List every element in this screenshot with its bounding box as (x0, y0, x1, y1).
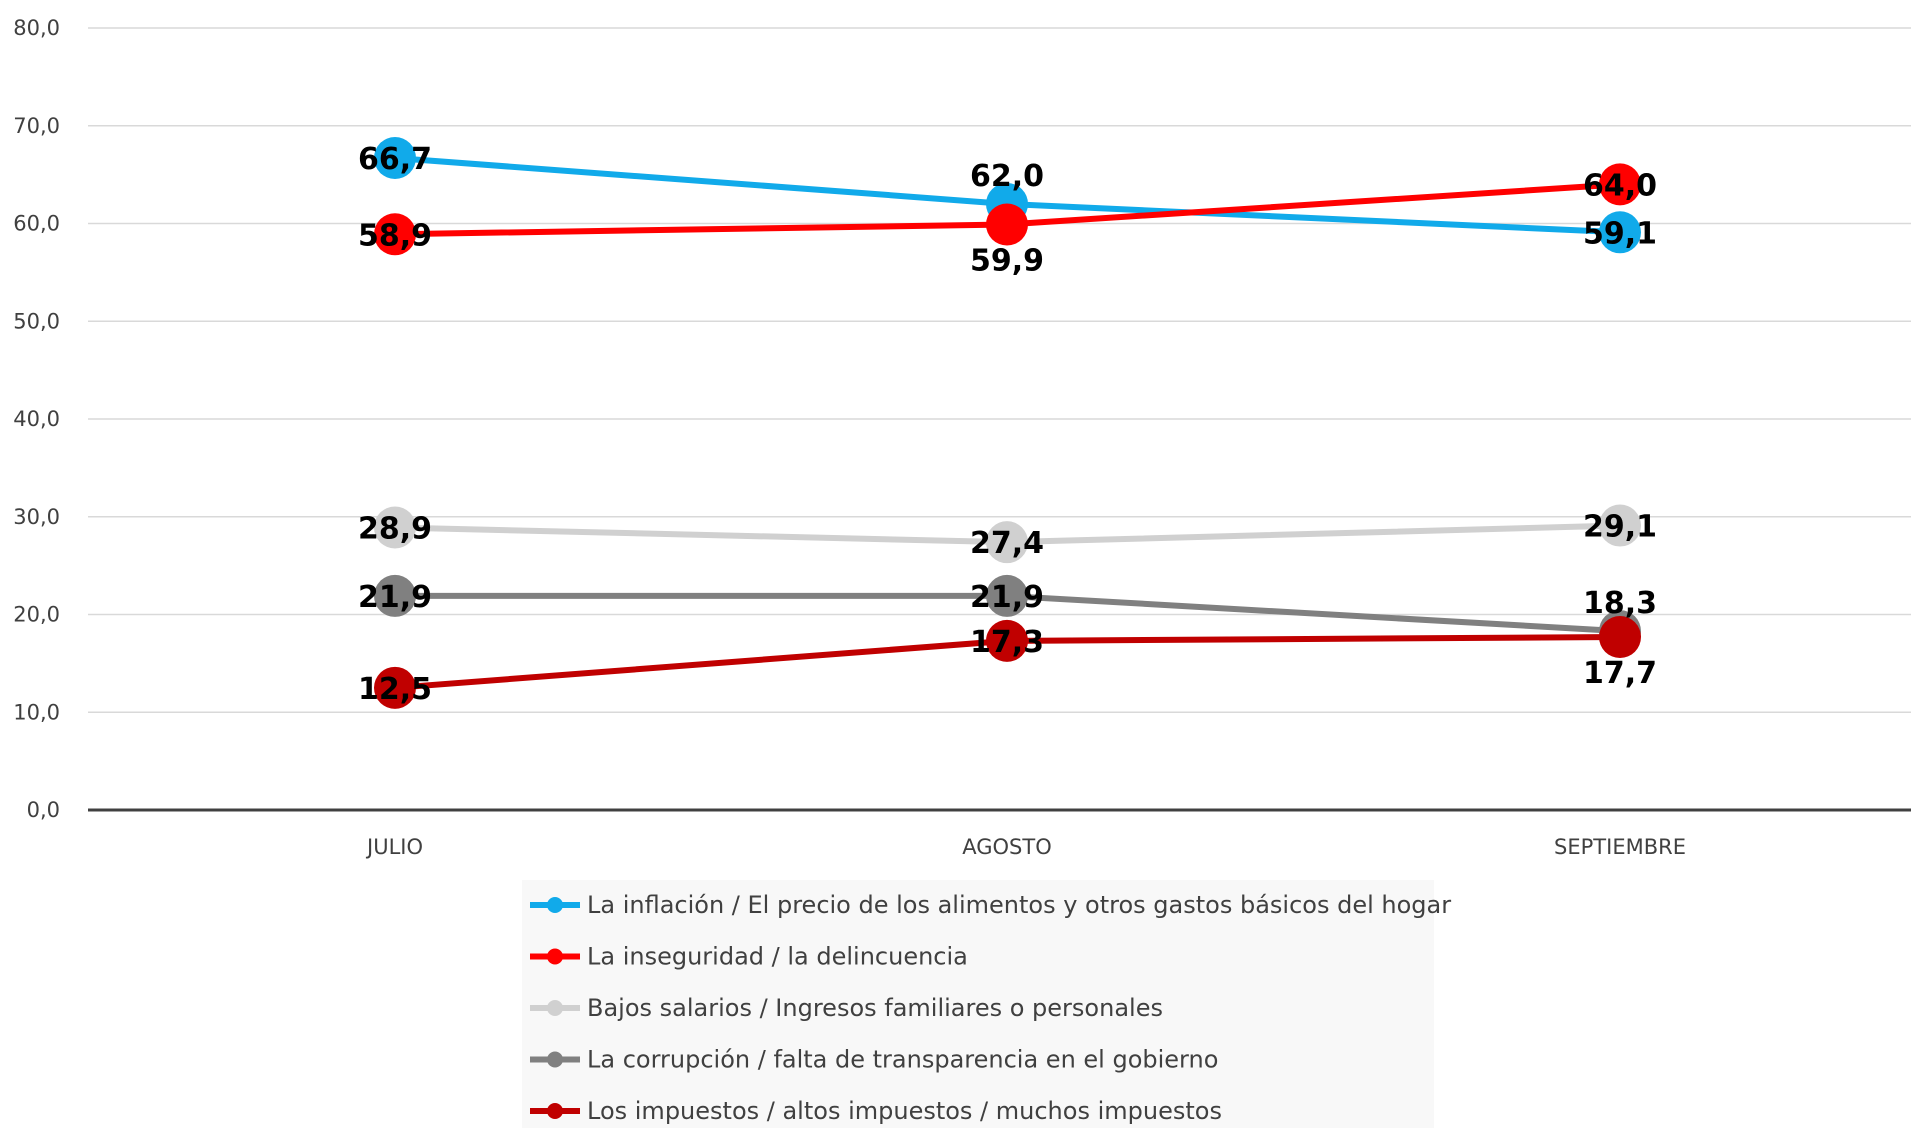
data-point (1599, 504, 1641, 547)
legend-marker (547, 948, 563, 965)
data-point (1599, 615, 1641, 658)
legend-label: Bajos salarios / Ingresos familiares o p… (587, 994, 1163, 1022)
x-axis: JULIO AGOSTO SEPTIEMBRE (88, 808, 1911, 859)
legend-label: La inseguridad / la delincuencia (587, 943, 968, 971)
data-label: 12,5 (358, 672, 432, 707)
legend-box (522, 880, 1434, 1128)
data-point (986, 574, 1028, 617)
y-tick-label: 20,0 (13, 603, 60, 627)
data-label: 17,3 (970, 625, 1044, 660)
y-tick-label: 40,0 (13, 407, 60, 431)
data-point (1599, 211, 1641, 254)
data-labels: 66,7 62,0 59,1 58,9 59,9 64,0 28,9 27,4 29,1 21,9… (358, 142, 1657, 707)
legend-marker (547, 1103, 563, 1119)
data-label: 58,9 (358, 218, 432, 253)
data-label: 21,9 (358, 580, 432, 615)
data-label: 21,9 (970, 580, 1044, 615)
x-tick-label: JULIO (365, 835, 423, 859)
y-tick-label: 0,0 (27, 798, 60, 822)
data-point (374, 213, 416, 256)
legend-label: La corrupción / falta de transparencia e… (587, 1046, 1218, 1074)
data-point (374, 137, 416, 180)
data-point (374, 574, 416, 617)
data-point (986, 521, 1028, 564)
legend: La inflación / El precio de los alimento… (522, 880, 1451, 1128)
legend-marker (547, 897, 563, 913)
data-label: 59,9 (970, 243, 1044, 278)
legend-marker (547, 1000, 563, 1016)
data-label: 17,7 (1583, 656, 1657, 691)
y-tick-label: 70,0 (13, 114, 60, 138)
data-label: 28,9 (358, 512, 432, 547)
y-tick-label: 10,0 (13, 700, 60, 724)
legend-marker (547, 1051, 563, 1068)
data-label: 29,1 (1583, 510, 1657, 545)
y-tick-label: 60,0 (13, 212, 60, 236)
data-label: 62,0 (970, 159, 1044, 194)
data-label: 66,7 (358, 142, 432, 177)
data-point (1599, 163, 1641, 206)
x-tick-label: AGOSTO (962, 835, 1052, 859)
legend-label: La inflación / El precio de los alimento… (587, 891, 1451, 919)
data-label: 27,4 (970, 526, 1044, 561)
y-tick-label: 80,0 (13, 16, 60, 40)
data-point (374, 506, 416, 549)
legend-label: Los impuestos / altos impuestos / muchos… (587, 1097, 1222, 1125)
data-label: 64,0 (1583, 168, 1657, 203)
y-tick-label: 30,0 (13, 505, 60, 529)
y-tick-label: 50,0 (13, 309, 60, 333)
data-point (374, 666, 416, 709)
data-label: 59,1 (1583, 216, 1657, 251)
data-point (986, 619, 1028, 662)
x-tick-label: SEPTIEMBRE (1554, 835, 1686, 859)
y-axis: 0,0 10,0 20,0 30,0 40,0 50,0 60,0 70,0 80,0 (13, 16, 60, 822)
data-point (986, 203, 1028, 246)
series-group (374, 137, 1641, 709)
data-label: 18,3 (1583, 586, 1657, 621)
